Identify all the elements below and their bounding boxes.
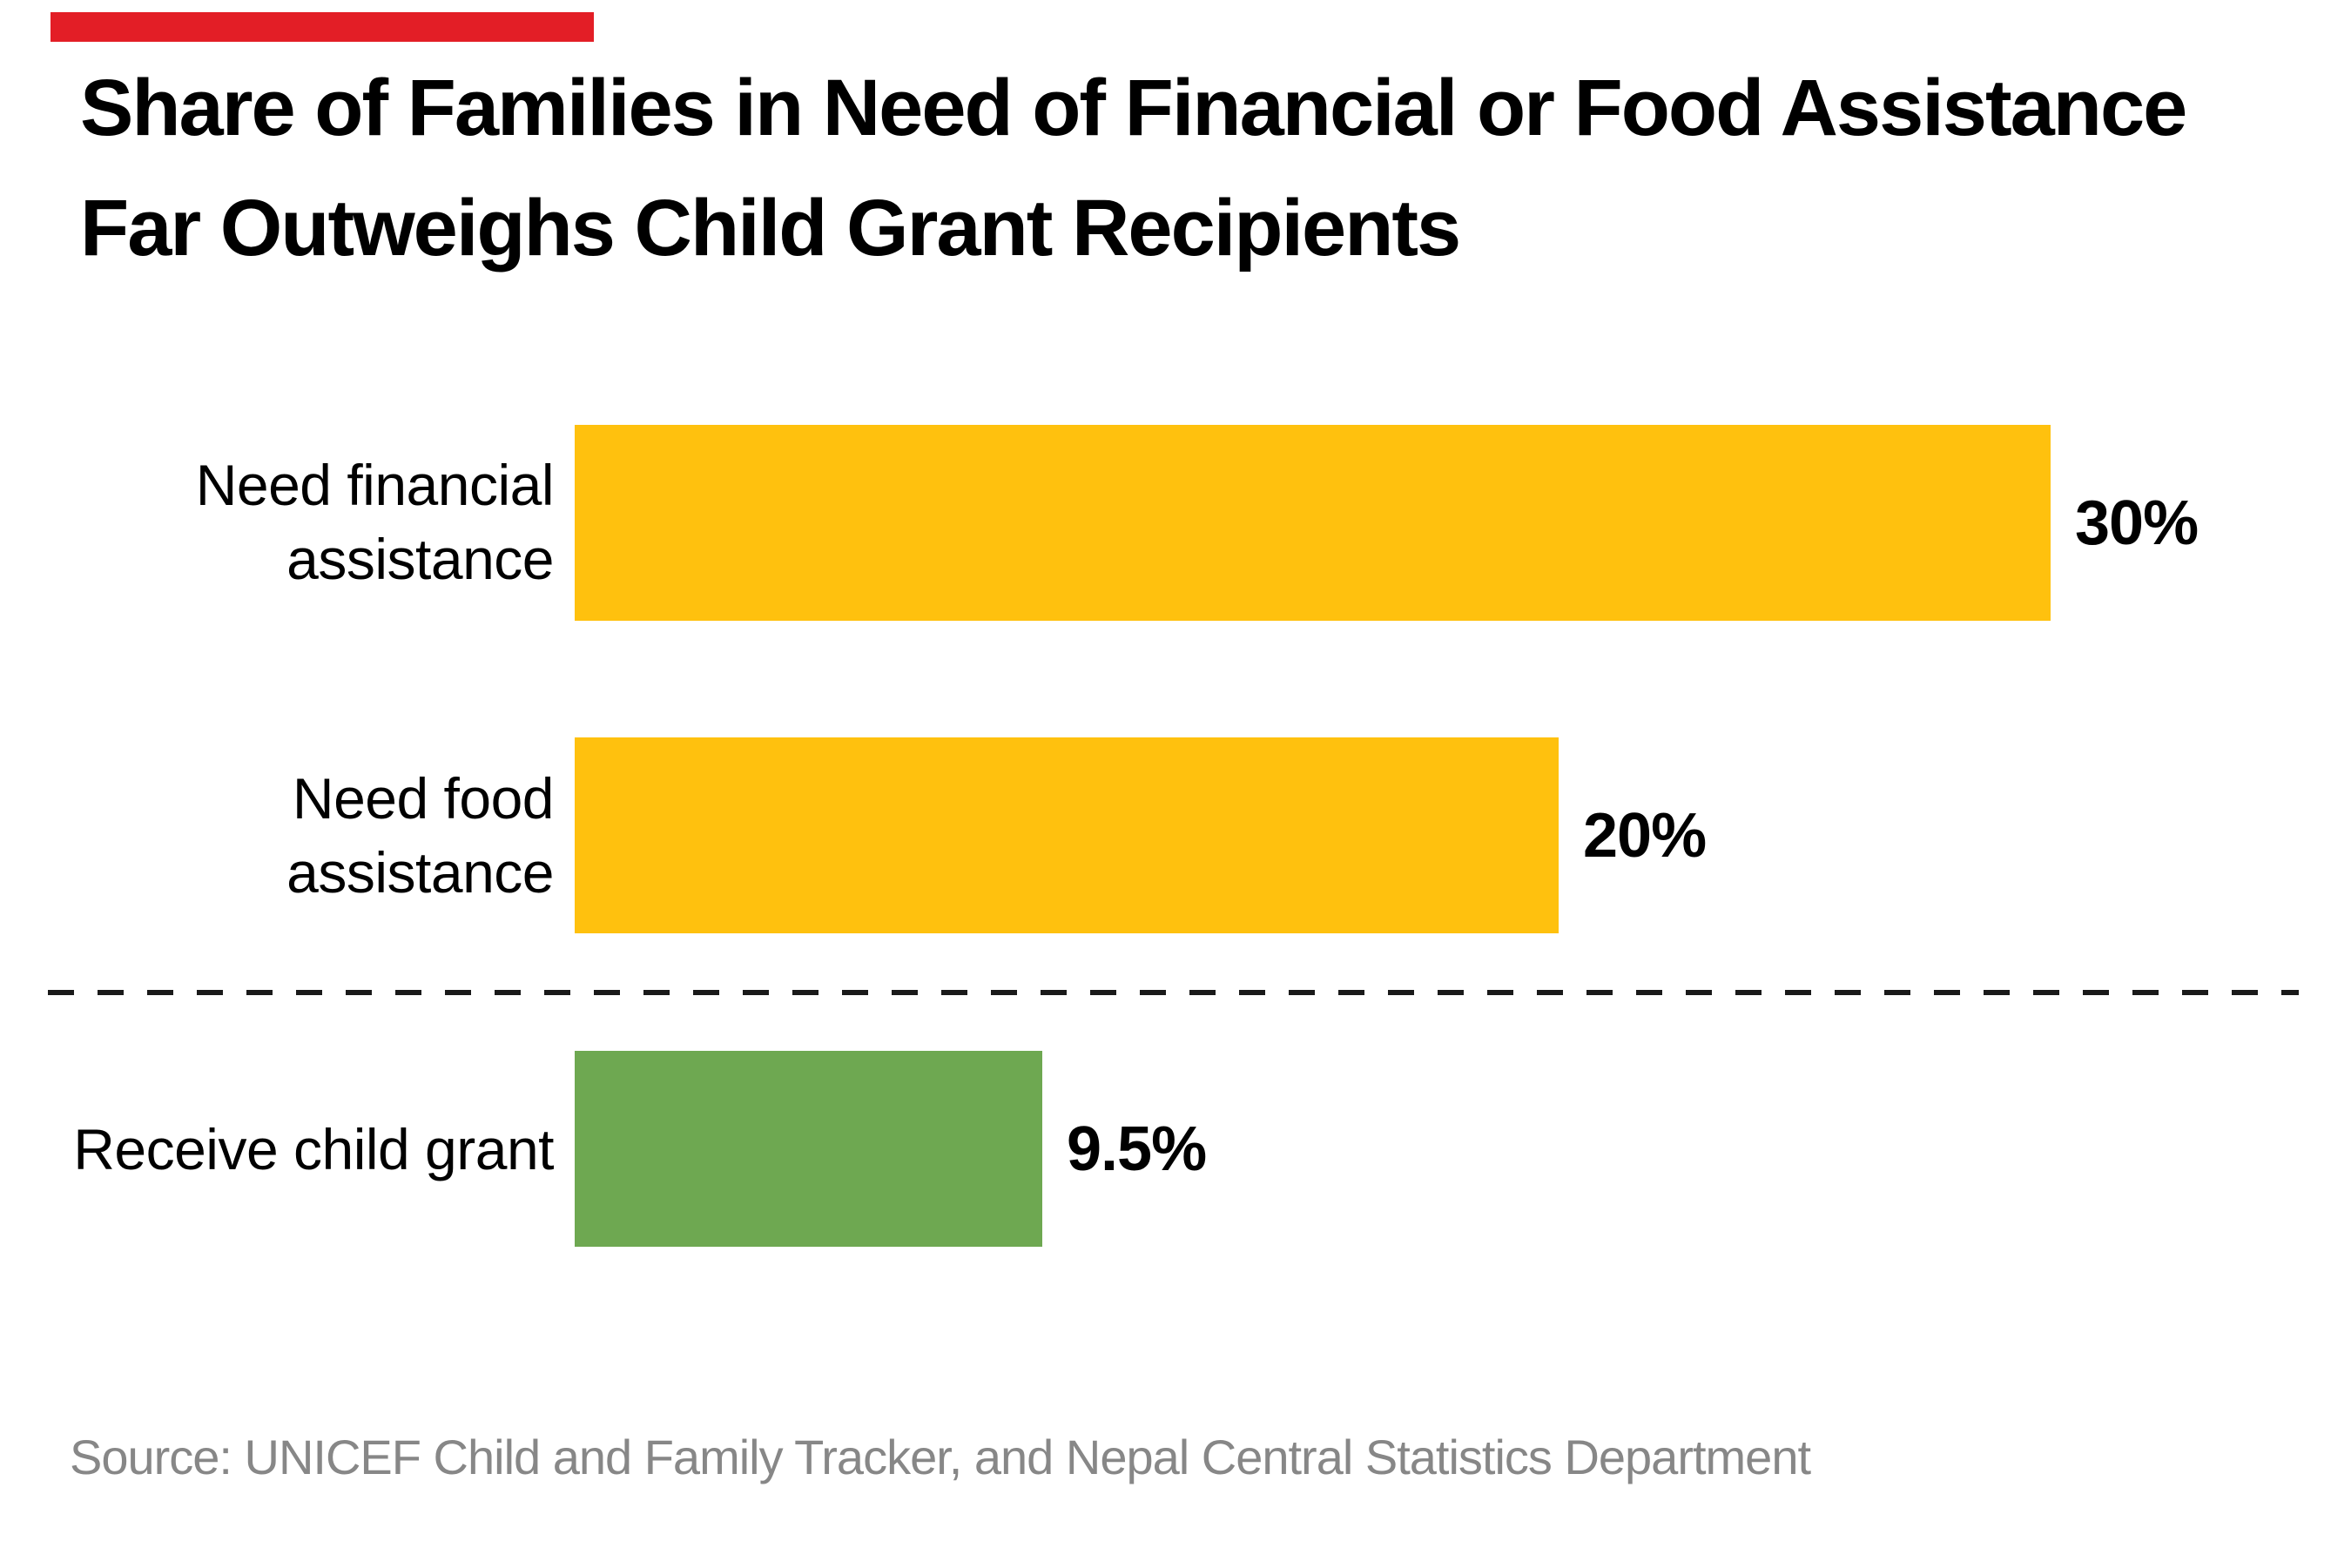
bar-receive-child-grant [575,1051,1042,1247]
bar-label-need-financial-assistance: Need financial assistance [0,448,555,596]
bar-need-food-assistance [575,737,1559,933]
bar-need-financial-assistance [575,425,2051,621]
bar-label-line: Need food [292,766,555,831]
bar-label-line: Receive child grant [73,1117,554,1181]
bar-label-line: assistance [286,527,554,591]
value-label-need-food-assistance: 20% [1583,800,1707,871]
bar-label-line: assistance [286,840,554,905]
bar-label-need-food-assistance: Need food assistance [0,762,554,910]
dashed-separator-line [48,990,2299,995]
value-label-receive-child-grant: 9.5% [1067,1114,1207,1184]
source-note: Source: UNICEF Child and Family Tracker,… [70,1430,1811,1484]
chart-title-line-1: Share of Families in Need of Financial o… [80,64,2187,152]
bar-label-line: Need financial [195,453,555,517]
chart-title: Share of Families in Need of Financial o… [80,48,2283,288]
brand-accent-bar [51,12,594,42]
bar-label-receive-child-grant: Receive child grant [0,1113,554,1187]
value-label-need-financial-assistance: 30% [2075,488,2199,558]
chart-title-line-2: Far Outweighs Child Grant Recipients [80,184,1461,273]
